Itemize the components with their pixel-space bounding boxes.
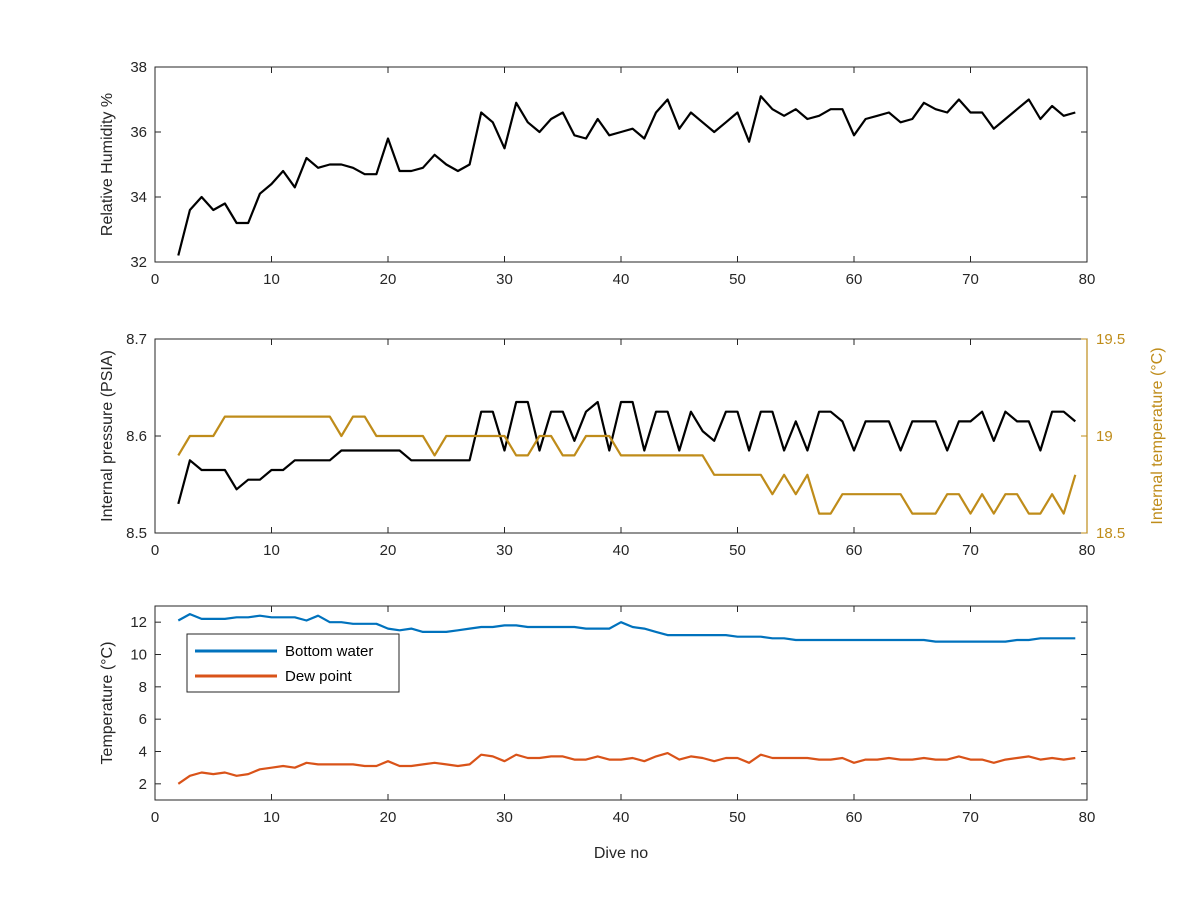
x-tick-label: 20 <box>380 542 397 559</box>
series-bottom-water <box>177 612 1076 643</box>
y-tick-label: 8 <box>139 679 147 696</box>
x-tick-label: 50 <box>729 542 746 559</box>
x-tick-label: 60 <box>846 542 863 559</box>
x-tick-label: 10 <box>263 271 280 288</box>
y-tick-label: 12 <box>130 614 147 631</box>
x-tick-label: 80 <box>1079 271 1096 288</box>
x-tick-label: 20 <box>380 809 397 826</box>
x-tick-label: 30 <box>496 271 513 288</box>
y-tick-label: 4 <box>139 744 147 761</box>
right-y-tick-label: 19 <box>1096 428 1113 445</box>
y-tick-label: 6 <box>139 711 147 728</box>
x-axis-title: Dive no <box>594 845 648 862</box>
legend-label: Dew point <box>285 668 353 685</box>
x-tick-label: 60 <box>846 271 863 288</box>
right-y-axis-title: Internal temperature (°C) <box>1149 347 1166 524</box>
chart-panel-1: 0 10 20 30 40 50 60 70 80 32 34 36 38 Relative Humidi… <box>99 59 1095 288</box>
x-tick-label: 0 <box>151 271 159 288</box>
legend-label: Bottom water <box>285 643 373 660</box>
x-tick-label: 40 <box>613 542 630 559</box>
series-1 <box>177 95 1076 256</box>
x-tick-label: 40 <box>613 271 630 288</box>
series-dew-point <box>177 751 1076 785</box>
series-1 <box>177 400 1077 505</box>
x-tick-label: 50 <box>729 271 746 288</box>
x-tick-label: 20 <box>380 271 397 288</box>
x-tick-label: 10 <box>263 542 280 559</box>
y-axis-title: Relative Humidity % <box>99 93 116 236</box>
y-tick-label: 36 <box>130 124 147 141</box>
x-tick-label: 80 <box>1079 542 1096 559</box>
axes-box <box>154 66 1088 263</box>
x-tick-label: 10 <box>263 809 280 826</box>
y-axis-title: Internal pressure (PSIA) <box>99 350 116 522</box>
x-tick-label: 0 <box>151 809 159 826</box>
right-y-tick-label: 19.5 <box>1096 331 1125 348</box>
x-tick-label: 70 <box>962 809 979 826</box>
y-tick-label: 38 <box>130 59 147 76</box>
x-tick-label: 70 <box>962 542 979 559</box>
right-y-tick-label: 18.5 <box>1096 525 1125 542</box>
axes-box <box>154 338 1088 534</box>
x-tick-label: 50 <box>729 809 746 826</box>
y-tick-label: 8.5 <box>126 525 147 542</box>
y-tick-label: 32 <box>130 254 147 271</box>
y-tick-label: 8.6 <box>126 428 147 445</box>
x-tick-label: 40 <box>613 809 630 826</box>
x-tick-label: 70 <box>962 271 979 288</box>
x-tick-label: 30 <box>496 542 513 559</box>
chart-panel-2: 0 10 20 30 40 50 60 70 80 8.5 8.6 8.7 18.5 19 19.5 Inte… <box>99 331 1166 559</box>
chart-panel-3: 0 10 20 30 40 50 60 70 80 2 4 6 8 10 12 Temperature (°C… <box>99 605 1096 862</box>
x-tick-label: 0 <box>151 542 159 559</box>
x-tick-label: 80 <box>1079 809 1096 826</box>
x-tick-label: 60 <box>846 809 863 826</box>
y-axis-title: Temperature (°C) <box>99 642 116 765</box>
series-2 <box>177 415 1077 515</box>
y-tick-label: 8.7 <box>126 331 147 348</box>
y-tick-label: 2 <box>139 776 147 793</box>
legend-box <box>186 633 400 693</box>
y-tick-label: 34 <box>130 189 147 206</box>
x-tick-label: 30 <box>496 809 513 826</box>
y-tick-label: 10 <box>130 647 147 664</box>
